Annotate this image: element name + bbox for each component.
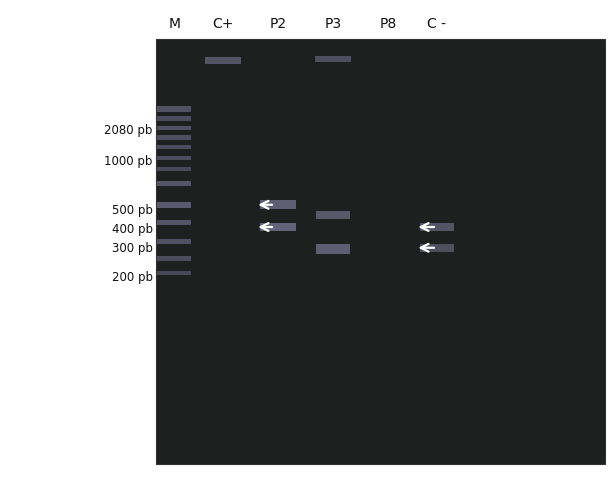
Bar (158, 202, 191, 208)
Bar (158, 181, 191, 186)
Bar (260, 223, 296, 231)
Bar (158, 116, 191, 121)
Bar (420, 244, 453, 252)
Bar (316, 211, 350, 219)
Bar (158, 145, 191, 149)
Bar (158, 156, 191, 160)
Bar (205, 57, 241, 64)
Bar (158, 220, 191, 225)
Text: P8: P8 (379, 17, 397, 31)
Bar (315, 56, 351, 62)
Text: C+: C+ (213, 17, 233, 31)
Text: 2080 pb: 2080 pb (104, 124, 153, 137)
Text: M: M (168, 17, 180, 31)
Bar (260, 200, 296, 209)
Bar (158, 167, 191, 171)
Bar (158, 256, 191, 260)
Bar (158, 106, 191, 112)
Bar (158, 126, 191, 130)
Text: 200 pb: 200 pb (112, 271, 153, 284)
Text: 1000 pb: 1000 pb (104, 156, 153, 168)
Bar (420, 223, 453, 231)
Bar (158, 271, 191, 275)
Text: 400 pb: 400 pb (112, 223, 153, 236)
Text: 300 pb: 300 pb (112, 242, 153, 255)
Bar (316, 244, 350, 254)
Text: P2: P2 (269, 17, 287, 31)
Text: 500 pb: 500 pb (112, 204, 153, 216)
Bar (158, 135, 191, 140)
Text: C -: C - (427, 17, 447, 31)
Text: P3: P3 (324, 17, 342, 31)
Bar (158, 239, 191, 244)
Bar (156, 39, 605, 464)
